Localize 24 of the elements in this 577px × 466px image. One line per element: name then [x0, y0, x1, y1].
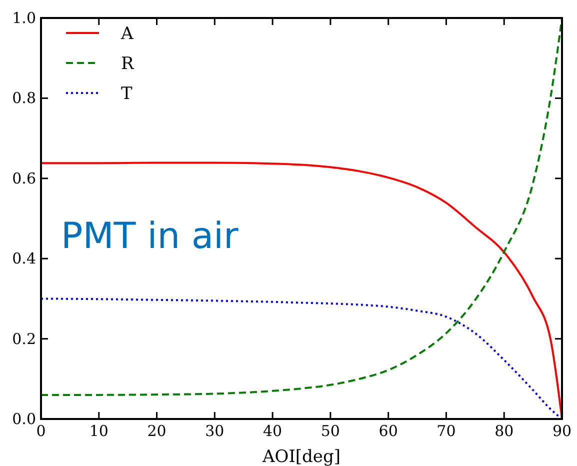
- x-tick-label: 80: [494, 422, 514, 440]
- legend-label: R: [121, 54, 135, 74]
- x-tick-label: 40: [263, 422, 282, 440]
- x-tick-label: 70: [436, 422, 456, 440]
- x-tick-label: 0: [36, 422, 46, 440]
- legend-label: T: [121, 84, 133, 104]
- x-tick-label: 90: [552, 422, 572, 440]
- line-series: [40, 162, 563, 420]
- y-tick-label: 0.2: [12, 330, 36, 348]
- x-tick-label: 50: [320, 422, 340, 440]
- line-series: [40, 17, 563, 396]
- y-tick-label: 0.8: [12, 89, 36, 108]
- y-tick-label: 1.0: [12, 9, 36, 27]
- y-tick-label: 0.6: [12, 169, 36, 188]
- x-tick-label: 60: [378, 422, 398, 440]
- x-axis-title: AOI[deg]: [261, 447, 341, 466]
- legend-label: A: [120, 24, 134, 44]
- line-series: [40, 298, 563, 420]
- x-tick-label: 30: [205, 422, 224, 440]
- x-tick-label: 10: [89, 422, 108, 440]
- y-tick-label: 0.4: [12, 250, 36, 268]
- y-tick-label: 0.0: [12, 410, 36, 428]
- x-tick-label: 20: [147, 422, 166, 440]
- annotation: PMT in air: [61, 216, 239, 257]
